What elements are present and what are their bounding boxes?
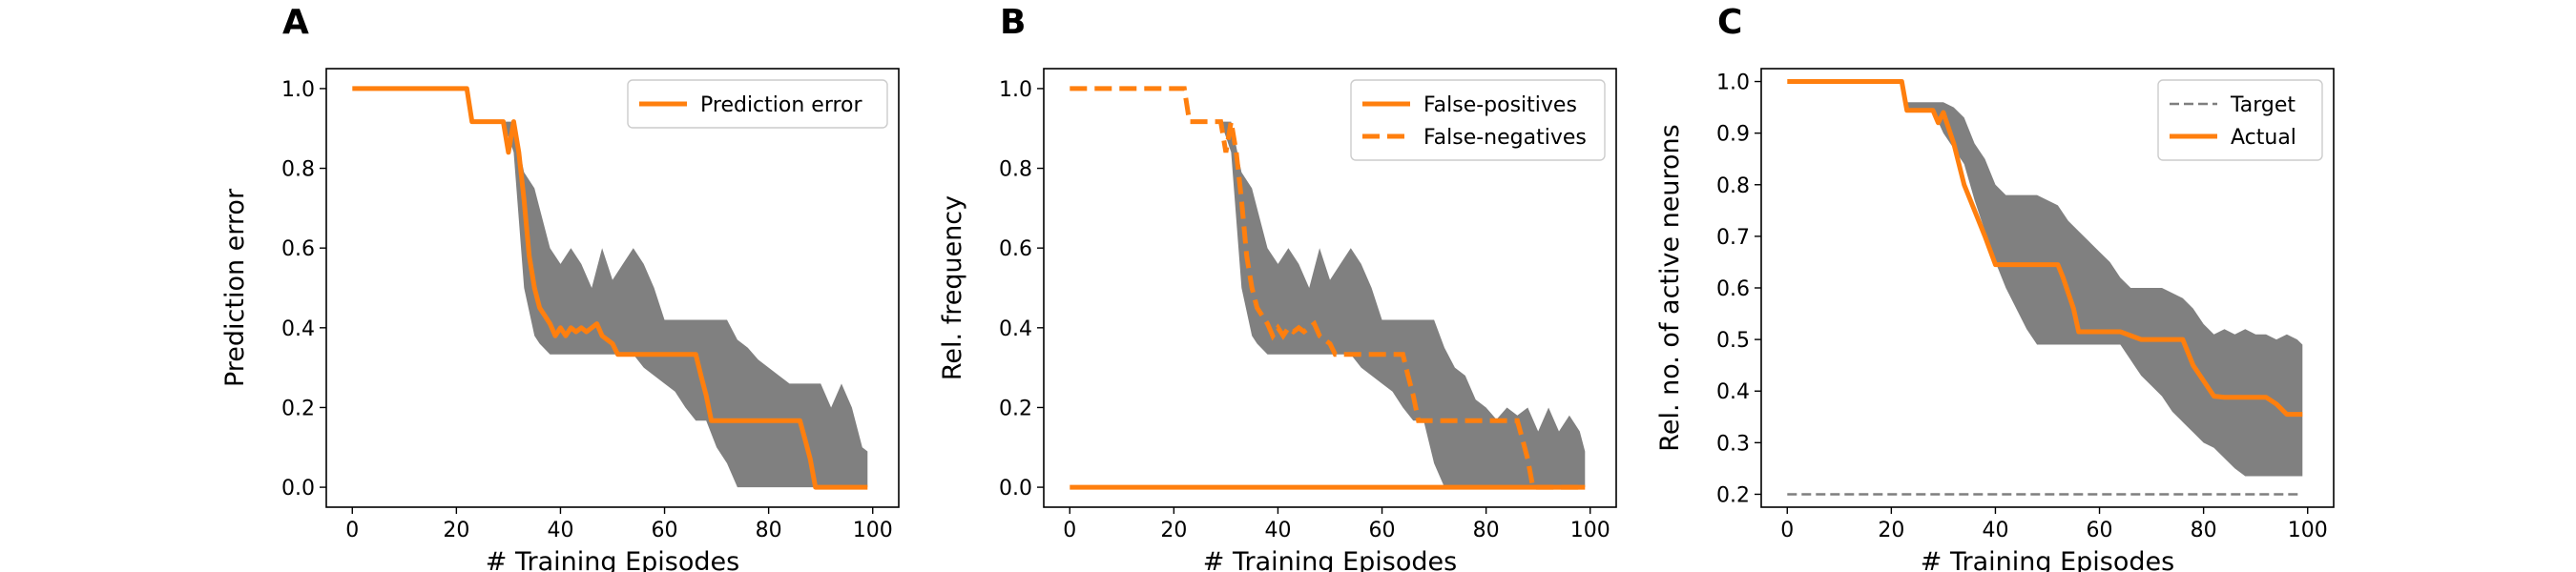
x-tick-label: 80	[2191, 519, 2217, 542]
x-tick-label: 100	[1570, 519, 1610, 542]
y-tick-label: 0.6	[999, 237, 1032, 261]
x-tick-label: 80	[1473, 519, 1500, 542]
y-tick-label: 0.2	[281, 397, 315, 420]
x-tick-label: 20	[1878, 519, 1904, 542]
x-tick-label: 0	[1063, 519, 1076, 542]
plot-frame	[1043, 68, 1617, 508]
y-tick-label: 1.0	[999, 78, 1032, 102]
y-tick-label: 0.4	[1716, 380, 1750, 404]
x-tick-label: 0	[1780, 519, 1794, 542]
panel-c: C 0 20 40 60 80 100 0.2 0.3 0.4 0.5 0.6 0.7 0.8 0.9 1.0…	[1655, 3, 2335, 572]
x-tick-label: 60	[1369, 519, 1396, 542]
y-tick-label: 0.0	[281, 477, 315, 500]
legend: False-positives False-negatives	[1350, 79, 1606, 161]
x-tick-label: 0	[345, 519, 359, 542]
y-tick-label: 1.0	[281, 78, 315, 102]
plot-frame	[325, 68, 900, 508]
y-tick-label: 0.8	[999, 158, 1032, 182]
y-tick-label: 0.2	[1716, 483, 1750, 507]
x-tick-label: 40	[1982, 519, 2008, 542]
x-axis-title: # Training Episodes	[1203, 547, 1457, 572]
x-tick-label: 80	[756, 519, 782, 542]
legend-box	[627, 79, 888, 129]
series-line-actual	[1787, 79, 2303, 418]
y-axis-title: Rel. frequency	[938, 195, 967, 380]
legend-box	[1350, 79, 1606, 161]
x-tick-label: 60	[652, 519, 678, 542]
legend-label: False-positives	[1423, 93, 1577, 117]
y-tick-label: 1.0	[1716, 72, 1750, 95]
legend-box	[2157, 79, 2323, 161]
legend-label: Actual	[2231, 126, 2296, 150]
y-tick-label: 0.0	[999, 477, 1032, 500]
y-tick-label: 0.5	[1716, 329, 1750, 353]
legend-label: Target	[2230, 93, 2296, 117]
y-tick-label: 0.3	[1716, 432, 1750, 456]
series-line-prediction-error	[352, 86, 868, 490]
legend-label: False-negatives	[1423, 126, 1587, 150]
y-tick-label: 0.7	[1716, 226, 1750, 250]
x-tick-label: 20	[443, 519, 469, 542]
std-band	[352, 88, 868, 488]
y-tick-label: 0.8	[1716, 174, 1750, 198]
legend: Prediction error	[627, 79, 888, 129]
legend: Target Actual	[2157, 79, 2323, 161]
x-tick-label: 100	[2288, 519, 2328, 542]
x-tick-label: 40	[547, 519, 573, 542]
panel-letter: C	[1717, 3, 1742, 42]
series-line-false-negatives	[1070, 86, 1586, 490]
panel-letter: A	[282, 3, 309, 42]
y-axis-title: Rel. no. of active neurons	[1655, 124, 1685, 451]
x-tick-label: 40	[1264, 519, 1291, 542]
panel-letter: B	[1000, 3, 1026, 42]
y-tick-label: 0.4	[999, 317, 1032, 341]
x-tick-label: 20	[1160, 519, 1187, 542]
y-tick-label: 0.2	[999, 397, 1032, 420]
std-band	[1787, 81, 2303, 477]
y-tick-label: 0.8	[281, 158, 315, 182]
x-axis-title: # Training Episodes	[486, 547, 739, 572]
y-axis-title: Prediction error	[220, 188, 250, 387]
y-tick-label: 0.9	[1716, 123, 1750, 147]
std-band	[1070, 88, 1586, 488]
y-tick-label: 0.6	[281, 237, 315, 261]
y-tick-label: 0.4	[281, 317, 315, 341]
x-tick-label: 100	[853, 519, 893, 542]
legend-label: Prediction error	[700, 93, 862, 117]
panel-b: B 0 20 40 60 80 100 0.0 0.2 0.4 0.6 0.8 1.0 # Trainin…	[938, 3, 1617, 572]
x-tick-label: 60	[2087, 519, 2113, 542]
y-tick-label: 0.6	[1716, 277, 1750, 301]
x-axis-title: # Training Episodes	[1921, 547, 2174, 572]
panel-a: A 0 20 40 60 80 100 0.0 0.2 0.4 0.6 0.8 1.0 # Trainin…	[220, 3, 900, 572]
